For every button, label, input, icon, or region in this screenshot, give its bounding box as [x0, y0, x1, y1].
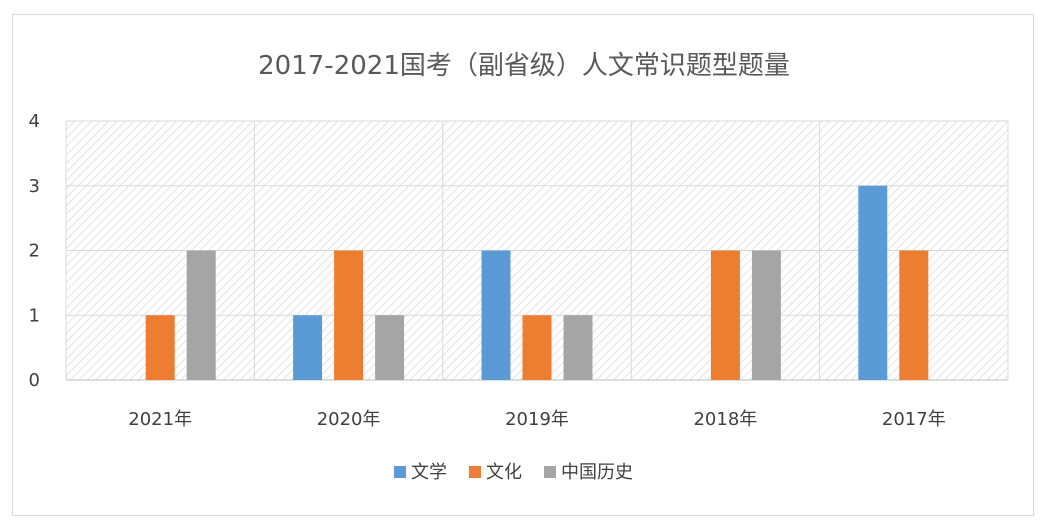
bar[interactable]	[186, 250, 216, 381]
legend-swatch	[394, 466, 406, 478]
bar[interactable]	[334, 250, 364, 381]
x-tick-label: 2018年	[693, 409, 757, 430]
bar[interactable]	[522, 315, 552, 380]
legend-label: 文学	[411, 462, 447, 483]
bar[interactable]	[899, 250, 929, 381]
plot-area: 0 1 2 3 4 2021年 2020年 2019年 2018年 2017年	[29, 111, 1009, 430]
bar[interactable]	[858, 185, 888, 380]
y-tick-label: 4	[29, 111, 40, 132]
bar[interactable]	[293, 315, 323, 380]
y-tick-label: 0	[29, 370, 40, 391]
legend: 文学 文化 中国历史	[394, 462, 633, 483]
y-tick-label: 2	[29, 241, 40, 262]
x-tick-label: 2019年	[505, 409, 569, 430]
legend-swatch	[544, 466, 556, 478]
bar[interactable]	[481, 250, 511, 381]
legend-swatch	[469, 466, 481, 478]
x-tick-label: 2020年	[317, 409, 381, 430]
bar[interactable]	[710, 250, 740, 381]
legend-label: 中国历史	[561, 462, 633, 483]
bar[interactable]	[145, 315, 175, 380]
legend-label: 文化	[486, 462, 522, 483]
x-tick-label: 2017年	[882, 409, 946, 430]
y-tick-label: 3	[29, 176, 40, 197]
bar[interactable]	[751, 250, 781, 381]
y-tick-label: 1	[29, 305, 40, 326]
bar[interactable]	[563, 315, 593, 380]
chart-title: 2017-2021国考（副省级）人文常识题型题量	[258, 51, 790, 81]
x-tick-label: 2021年	[128, 409, 192, 430]
bar[interactable]	[375, 315, 405, 380]
